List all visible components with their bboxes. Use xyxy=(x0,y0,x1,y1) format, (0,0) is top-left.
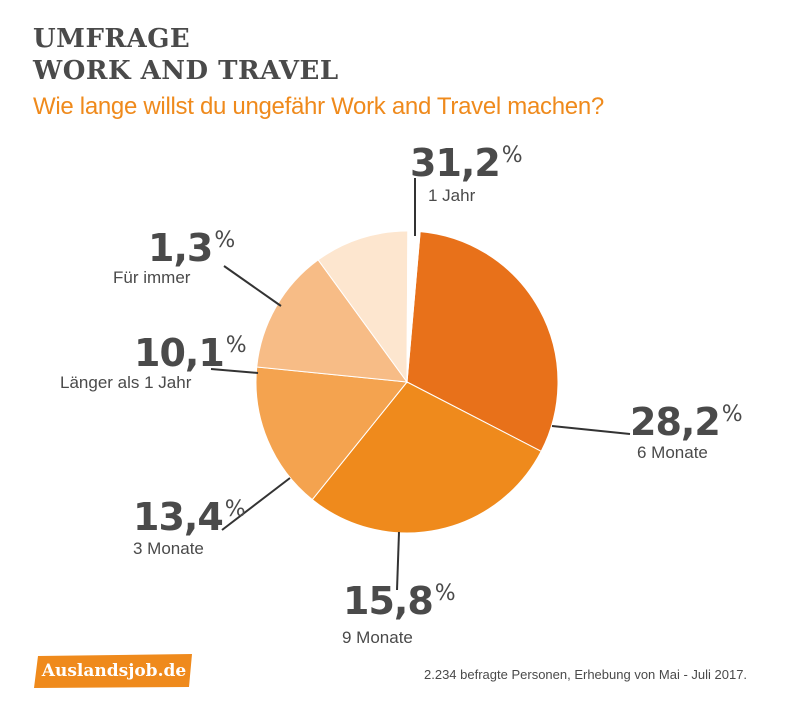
slice-category-label: 6 Monate xyxy=(637,443,708,462)
leader-line-5 xyxy=(210,368,259,374)
slice-value-label: 10,1% xyxy=(134,331,247,375)
brand-logo-text: Auslandsjob.de xyxy=(41,661,187,681)
slice-value-label: 13,4% xyxy=(133,495,246,539)
slice-category-label: 3 Monate xyxy=(133,539,204,558)
slice-value-label: 28,2% xyxy=(630,400,743,444)
slice-category-label: Für immer xyxy=(113,268,191,287)
chart-subtitle: Wie lange willst du ungefähr Work and Tr… xyxy=(33,93,604,120)
pie-slice-3 xyxy=(255,366,408,501)
chart-title-line1: UMFRAGE xyxy=(33,24,191,54)
slice-category-label: 9 Monate xyxy=(342,628,413,647)
brand-logo: Auslandsjob.de xyxy=(34,654,194,688)
leader-line-4 xyxy=(221,477,291,531)
slice-value-label: 1,3% xyxy=(148,226,235,270)
pie-slice-1 xyxy=(406,231,559,452)
pie-slice-2 xyxy=(311,381,542,534)
pie-slice-4 xyxy=(256,259,409,383)
leader-line-3 xyxy=(396,531,400,591)
footnote: 2.234 befragte Personen, Erhebung von Ma… xyxy=(424,667,748,682)
slice-value-label: 31,2% xyxy=(410,141,523,185)
slice-value-label: 15,8% xyxy=(343,579,456,623)
leader-line-2 xyxy=(551,425,631,435)
slice-category-label: Länger als 1 Jahr xyxy=(60,373,192,392)
pie-slice-5 xyxy=(317,230,409,384)
brand-logo-shape xyxy=(34,654,192,688)
slice-category-label: 1 Jahr xyxy=(428,186,476,205)
chart-title-line2: WORK AND TRAVEL xyxy=(33,56,339,86)
leader-line-6 xyxy=(223,265,282,307)
